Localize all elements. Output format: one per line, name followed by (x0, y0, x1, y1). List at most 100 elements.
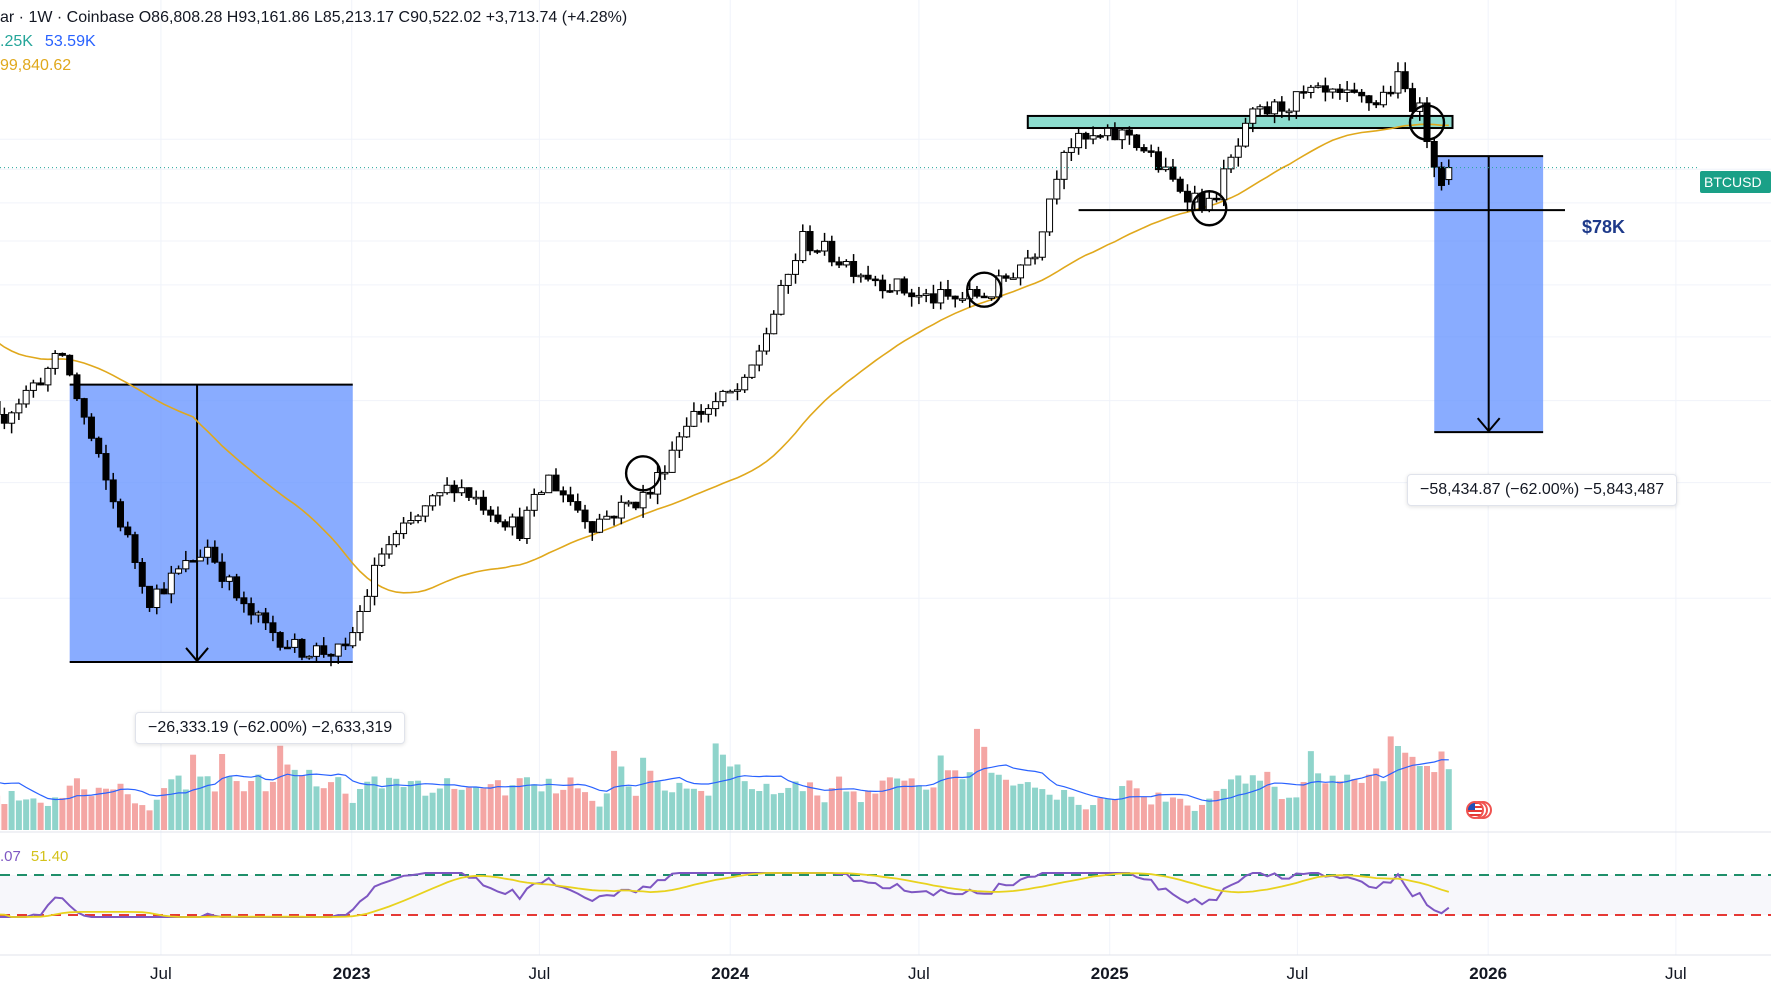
candle-down (610, 515, 618, 519)
volume-bar (59, 797, 66, 830)
volume-bar (1126, 780, 1133, 830)
candle-down (37, 382, 45, 386)
volume-bar (1394, 746, 1401, 830)
volume-bar (937, 755, 944, 830)
candle-up (371, 564, 379, 597)
candle-down (1183, 190, 1191, 203)
volume-bar (161, 788, 168, 830)
volume-bar (1423, 765, 1430, 830)
candle-up (508, 516, 516, 528)
candle-down (240, 597, 248, 605)
volume-bar (1380, 781, 1387, 830)
volume-bar (552, 793, 559, 830)
volume-bar (1228, 779, 1235, 830)
candle-up (733, 389, 741, 392)
volume-ma-line (0, 759, 1449, 802)
volume-bar (1075, 804, 1082, 830)
open-value: O86,808.28 (138, 9, 223, 26)
candle-up (726, 390, 734, 394)
candle-up (1038, 231, 1046, 258)
volume-bar (487, 784, 494, 830)
candle-up (436, 492, 444, 497)
candle-down (327, 653, 335, 657)
candle-up (1060, 151, 1068, 180)
candle-up (1314, 85, 1322, 88)
volume-bar (1213, 790, 1220, 830)
candle-up (915, 294, 923, 298)
volume-bar (567, 777, 574, 830)
volume-bar (778, 792, 785, 830)
measure-label: −26,333.19 (−62.00%) −2,633,319 (135, 712, 406, 744)
volume-bar (748, 789, 755, 830)
candle-up (755, 350, 763, 366)
candle-down (516, 516, 524, 540)
volume-bar (828, 787, 835, 830)
volume-bar (204, 776, 211, 830)
candle-up (792, 260, 800, 275)
volume-bar (959, 779, 966, 830)
volume-bar (1046, 794, 1053, 830)
candle-up (1089, 135, 1097, 140)
candle-down (944, 289, 952, 297)
volume-bar (211, 791, 218, 830)
volume-bar (1140, 796, 1147, 830)
volume-bar (8, 790, 15, 830)
volume-bar (1082, 809, 1089, 830)
candle-down (1169, 166, 1177, 180)
price-tag[interactable]: BTCUSD (1700, 171, 1771, 193)
volume-bar (1133, 788, 1140, 830)
volume-bar (1039, 789, 1046, 830)
volume-bar (1336, 781, 1343, 830)
x-tick-label: Jul (528, 964, 551, 983)
candle-down (646, 491, 654, 495)
volume-bar (66, 785, 73, 830)
candle-down (697, 410, 705, 415)
volume-bar (1264, 771, 1271, 830)
candle-up (1329, 88, 1337, 93)
x-tick-label: Jul (1286, 964, 1309, 983)
candle-down (160, 588, 168, 595)
volume-bar (915, 785, 922, 830)
high-value: H93,161.86 (226, 9, 310, 26)
candle-down (871, 278, 879, 282)
volume-bar (1010, 785, 1017, 830)
candle-down (886, 290, 894, 293)
volume-bar (1206, 798, 1213, 830)
candle-up (443, 484, 451, 494)
volume-bar (284, 764, 291, 830)
measure-label: −58,434.87 (−62.00%) −5,843,487 (1407, 474, 1678, 506)
volume-bar (1300, 782, 1307, 830)
volume-bar (647, 770, 654, 830)
volume-bar (676, 782, 683, 830)
volume-bar (1097, 798, 1104, 830)
measure-zones (69, 114, 1544, 663)
rsi-legend: .07 51.40 (0, 848, 68, 865)
volume-bar (15, 800, 22, 830)
volume-bar (117, 783, 124, 830)
volume-bar (139, 805, 146, 830)
candle-down (1408, 88, 1416, 112)
volume-bar (1271, 786, 1278, 830)
highlight-circle (1408, 104, 1446, 141)
candle-up (987, 296, 995, 299)
candle-up (857, 274, 865, 278)
volume-bar (1249, 775, 1256, 830)
us-flag-icon[interactable] (1466, 797, 1492, 823)
volume-bar (799, 791, 806, 830)
candle-up (8, 412, 16, 424)
candle-up (617, 501, 625, 519)
volume-bar (44, 805, 51, 830)
candle-up (741, 376, 749, 391)
candle-down (58, 352, 66, 356)
volume-bar (422, 795, 429, 830)
x-tick-label: Jul (908, 964, 930, 983)
candle-up (378, 553, 386, 566)
volume-bar (741, 781, 748, 830)
candle-down (1133, 134, 1141, 149)
candle-up (1292, 91, 1300, 112)
volume-bar (102, 788, 109, 830)
candle-up (530, 493, 538, 511)
volume-value: .25K (0, 33, 33, 50)
